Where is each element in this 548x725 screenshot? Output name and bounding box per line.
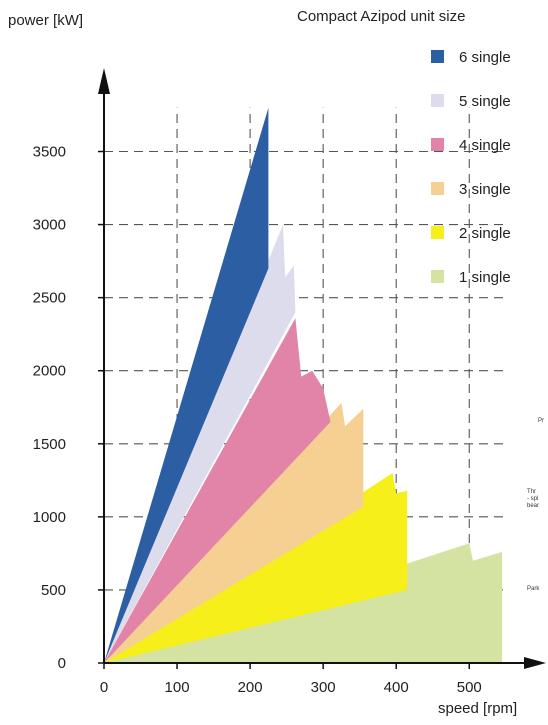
legend-label: 6 single: [459, 49, 511, 66]
legend-swatch: [431, 226, 444, 239]
y-tick-label: 1000: [33, 509, 66, 526]
y-tick-label: 2000: [33, 363, 66, 380]
y-axis-label: power [kW]: [8, 12, 84, 29]
legend-title: Compact Azipod unit size: [297, 8, 466, 25]
y-tick-label: 2500: [33, 290, 66, 307]
x-axis-arrow: [524, 657, 546, 669]
series-areas: [104, 107, 503, 663]
x-tick-label: 100: [165, 679, 190, 696]
tick-labels: 0 500 1000 1500 2000 2500 3000 3500 0 100 200 300 40…: [33, 144, 482, 696]
axes: [98, 68, 546, 669]
y-tick-label: 1500: [33, 436, 66, 453]
edge-note: bear: [527, 503, 540, 509]
legend-swatch: [431, 94, 444, 107]
legend-swatch: [431, 182, 444, 195]
series-area-3-single: [104, 402, 364, 663]
legend-label: 1 single: [459, 269, 511, 286]
x-tick-label: 300: [311, 679, 336, 696]
x-axis-label: speed [rpm]: [438, 700, 518, 717]
y-tick-label: 0: [58, 655, 66, 672]
legend: 6 single 5 single 4 single 3 single 2 single…: [431, 49, 511, 286]
legend-label: 2 single: [459, 225, 511, 242]
y-tick-label: 500: [41, 582, 66, 599]
x-tick-label: 200: [238, 679, 263, 696]
series-area-6-single: [104, 107, 269, 663]
y-tick-label: 3500: [33, 144, 66, 161]
legend-label: 5 single: [459, 93, 511, 110]
series-area-4-single: [104, 318, 331, 663]
y-axis-arrow: [98, 68, 110, 94]
edge-note: Park: [527, 586, 540, 592]
edge-note: Pr: [538, 418, 544, 424]
x-tick-label: 400: [384, 679, 409, 696]
series-area-5-single: [104, 224, 296, 663]
legend-label: 3 single: [459, 181, 511, 198]
edge-note: - spl: [527, 496, 539, 502]
y-tick-label: 3000: [33, 217, 66, 234]
edge-note: Thr: [527, 489, 536, 495]
x-tick-label: 500: [457, 679, 482, 696]
legend-label: 4 single: [459, 137, 511, 154]
legend-swatch: [431, 50, 444, 63]
x-tick-label: 0: [100, 679, 108, 696]
legend-swatch: [431, 270, 444, 283]
legend-swatch: [431, 138, 444, 151]
